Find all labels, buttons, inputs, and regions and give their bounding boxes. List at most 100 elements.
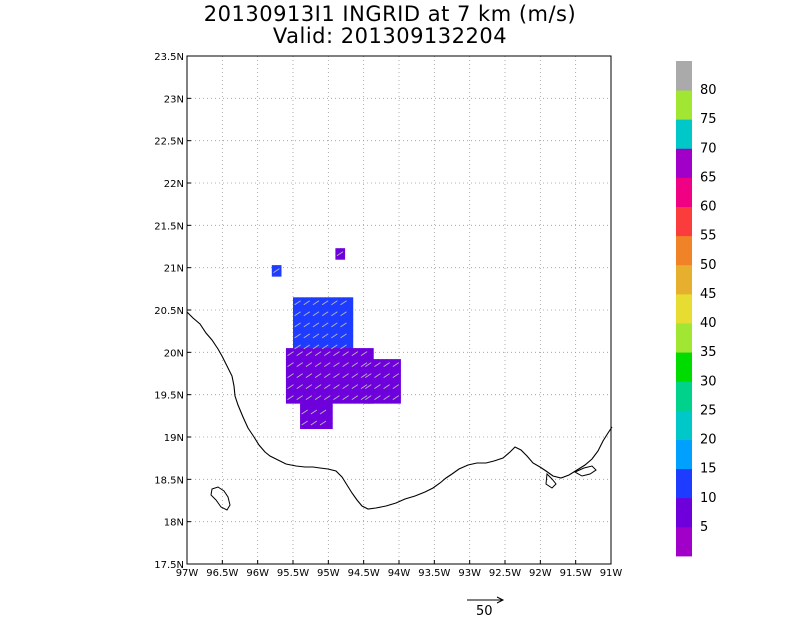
wind-cell	[339, 248, 346, 255]
colorbar: 5 10 15 20 25 30 35 40 45 50 55 60 65 70 75 80	[676, 61, 717, 557]
wind-cell	[348, 297, 354, 304]
wind-arrow	[340, 333, 347, 339]
x-tick-label: 96W	[246, 568, 269, 579]
wind-cell	[315, 324, 322, 331]
wind-cell	[368, 348, 374, 355]
colorbar-segment	[676, 177, 692, 207]
wind-arrow	[294, 333, 301, 339]
wind-cell	[350, 397, 356, 404]
wind-arrow	[331, 300, 338, 306]
wind-cell	[313, 370, 319, 377]
x-tick-label: 94W	[388, 568, 411, 579]
wind-cell	[395, 386, 401, 393]
y-tick-label: 22N	[164, 179, 184, 190]
wind-cell	[334, 341, 340, 348]
wind-cell	[302, 341, 308, 348]
wind-cell	[313, 423, 319, 430]
wind-cell	[290, 370, 296, 377]
wind-arrow	[287, 395, 294, 401]
wind-arrow	[321, 344, 329, 350]
wind-cell	[327, 392, 333, 399]
wind-cell	[368, 397, 374, 404]
wind-cell	[318, 359, 324, 366]
wind-cell	[386, 364, 392, 371]
grid-lines	[186, 55, 612, 565]
wind-arrow	[324, 384, 331, 389]
wind-arrow	[340, 300, 347, 306]
wind-cell	[391, 397, 397, 404]
wind-cell	[309, 417, 315, 424]
wind-cell	[327, 406, 333, 413]
wind-cell	[350, 386, 356, 393]
wind-cell	[364, 353, 370, 360]
wind-cell	[354, 348, 360, 355]
colorbar-label: 10	[700, 491, 717, 506]
wind-cell	[386, 381, 392, 388]
wind-cell	[320, 324, 326, 331]
wind-cell	[290, 364, 296, 371]
colorbar-segment	[676, 381, 692, 411]
wind-cell	[297, 308, 303, 315]
wind-cell	[327, 375, 333, 382]
wind-cell	[363, 386, 369, 393]
wind-cell	[318, 401, 324, 408]
wind-cell	[368, 375, 374, 382]
wind-cell	[302, 335, 308, 342]
wind-arrow	[365, 384, 372, 389]
wind-cell	[304, 401, 310, 408]
wind-arrow	[294, 344, 301, 350]
colorbar-label: 5	[700, 520, 708, 535]
wind-cell	[345, 392, 351, 399]
wind-cell	[329, 341, 335, 348]
wind-cell	[285, 375, 292, 382]
wind-cell	[382, 364, 388, 371]
colorbar-segment	[676, 352, 692, 382]
wind-cell	[293, 308, 299, 315]
wind-cell	[309, 423, 315, 430]
wind-arrow	[312, 333, 320, 339]
wind-cell	[341, 381, 347, 388]
wind-arrow	[340, 344, 347, 350]
wind-cell	[372, 359, 378, 366]
wind-arrow	[383, 384, 390, 389]
wind-cell	[299, 386, 305, 393]
wind-arrow	[310, 409, 318, 415]
wind-cell	[320, 341, 326, 348]
wind-arrow	[392, 395, 400, 401]
wind-cell	[308, 375, 314, 382]
wind-arrow	[342, 362, 349, 367]
wind-cell	[391, 370, 397, 377]
wind-cell	[372, 386, 378, 393]
wind-arrow	[296, 373, 303, 378]
wind-cell	[377, 364, 383, 371]
wind-arrow	[360, 362, 368, 367]
wind-cell	[345, 370, 351, 377]
colorbar-label: 15	[700, 462, 717, 477]
wind-cell	[311, 341, 317, 348]
wind-cell	[320, 297, 326, 304]
wind-arrow	[333, 351, 340, 356]
wind-cell	[299, 353, 305, 360]
wind-cell	[368, 359, 374, 366]
y-tick-label: 22.5N	[154, 137, 184, 148]
wind-cell	[372, 370, 378, 377]
wind-cell	[306, 330, 312, 337]
x-tick-label: 92.5W	[489, 568, 521, 579]
colorbar-label: 65	[700, 170, 717, 185]
wind-cell	[320, 308, 326, 315]
wind-cell	[354, 381, 360, 388]
wind-cell	[364, 348, 370, 355]
wind-cell	[343, 324, 349, 331]
wind-cell	[395, 381, 401, 388]
wind-cell	[386, 359, 392, 366]
wind-cell	[377, 381, 383, 388]
colorbar-segment	[676, 439, 692, 470]
wind-cell	[285, 359, 292, 366]
wind-cell	[322, 359, 328, 366]
wind-cell	[386, 370, 392, 377]
wind-cell	[300, 412, 306, 419]
wind-arrow	[351, 362, 359, 367]
wind-cell	[343, 302, 349, 309]
wind-cell	[290, 381, 296, 388]
x-tick-label: 97W	[176, 568, 199, 579]
